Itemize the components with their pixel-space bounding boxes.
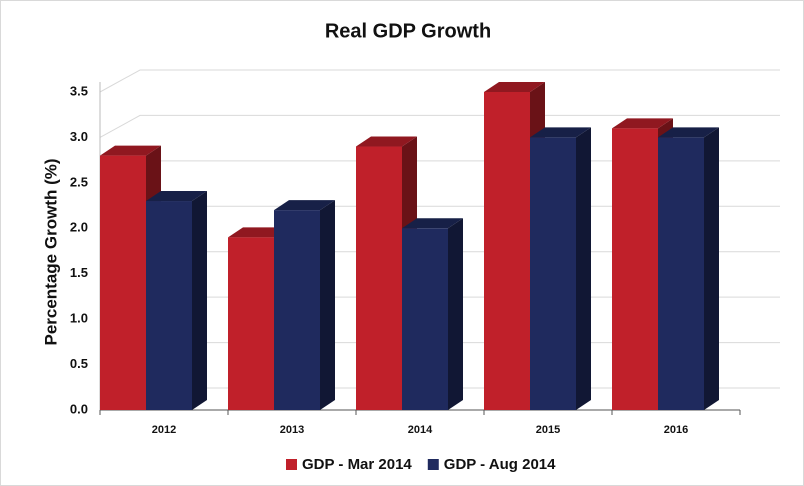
x-tick-label: 2016: [664, 424, 688, 436]
bar-top: [402, 218, 463, 229]
bar-front: [402, 228, 448, 410]
y-tick-label: 0.5: [70, 356, 88, 371]
legend-label: GDP - Aug 2014: [444, 456, 556, 473]
bar-front: [658, 137, 704, 410]
bar-top: [274, 200, 335, 211]
grid-line: [99, 114, 780, 138]
bar-front: [146, 201, 192, 410]
bar-front: [100, 155, 146, 410]
bar: [530, 127, 591, 410]
legend-label: GDP - Mar 2014: [302, 456, 412, 473]
bar-front: [356, 146, 402, 410]
y-tick-label: 3.0: [70, 129, 88, 144]
bar-top: [100, 145, 161, 156]
bar-front: [228, 237, 274, 410]
bar-side: [576, 127, 591, 410]
grid-line: [99, 69, 780, 93]
bar-side: [448, 218, 463, 410]
bar-top: [228, 227, 289, 238]
bar-top: [658, 127, 719, 138]
x-tick-label: 2013: [280, 424, 304, 436]
legend-swatch: [427, 459, 439, 470]
bar-top: [530, 127, 591, 138]
bar: [146, 191, 207, 410]
y-tick-label: 2.0: [70, 220, 88, 235]
y-axis-label: Percentage Growth (%): [41, 158, 60, 345]
x-tick-label: 2014: [408, 424, 433, 436]
bar-front: [530, 137, 576, 410]
y-tick-label: 0.0: [70, 401, 88, 416]
bar-side: [192, 191, 207, 410]
bar-front: [612, 128, 658, 411]
y-tick-label: 1.0: [70, 311, 88, 326]
y-tick-label: 1.5: [70, 265, 88, 280]
bar: [402, 218, 463, 410]
bar-top: [356, 136, 417, 147]
y-tick-label: 3.5: [70, 83, 88, 98]
y-tick-label: 2.5: [70, 174, 88, 189]
bar-top: [484, 82, 545, 92]
bar-front: [274, 210, 320, 410]
x-tick-label: 2012: [152, 424, 176, 436]
bar-side: [704, 127, 719, 410]
bar: [274, 200, 335, 410]
bar-side: [320, 200, 335, 410]
bar-top: [146, 191, 207, 202]
x-tick-label: 2015: [536, 424, 560, 436]
legend-swatch: [286, 459, 297, 470]
bar-front: [484, 92, 530, 410]
bar: [658, 127, 719, 410]
bar-top: [612, 118, 673, 129]
chart-title: Real GDP Growth: [325, 20, 491, 42]
